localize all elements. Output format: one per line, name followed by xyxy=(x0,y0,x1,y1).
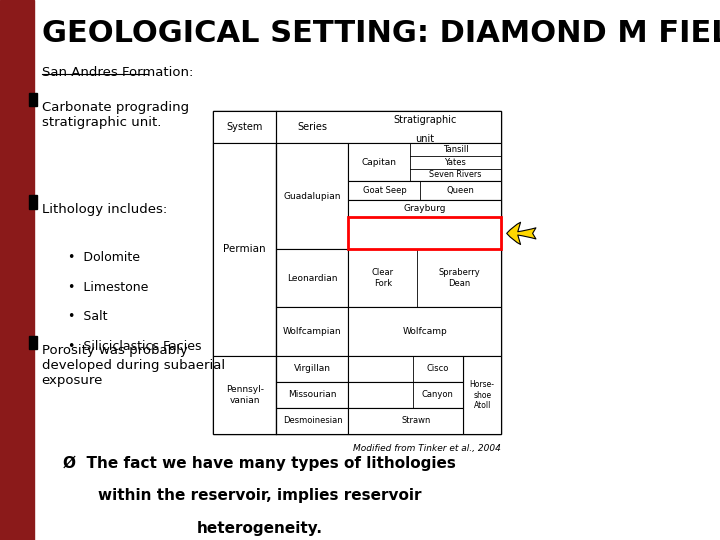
Text: Grayburg: Grayburg xyxy=(404,204,446,213)
Text: Yates: Yates xyxy=(444,158,467,167)
Text: Pennsyl-
vanian: Pennsyl- vanian xyxy=(225,386,264,404)
Text: System: System xyxy=(227,122,263,132)
Text: heterogeneity.: heterogeneity. xyxy=(197,521,323,536)
Bar xyxy=(463,356,501,434)
Bar xyxy=(213,143,276,356)
Text: Capitan: Capitan xyxy=(361,158,397,167)
Bar xyxy=(348,249,501,307)
Text: Canyon: Canyon xyxy=(422,390,454,399)
Bar xyxy=(348,200,501,218)
Text: Carbonate prograding
stratigraphic unit.: Carbonate prograding stratigraphic unit. xyxy=(42,101,189,129)
Text: Seven Rivers: Seven Rivers xyxy=(429,171,482,179)
Text: Guadalupian: Guadalupian xyxy=(284,192,341,201)
Text: unit: unit xyxy=(415,134,434,144)
Text: Wolfcampian: Wolfcampian xyxy=(283,327,342,336)
Bar xyxy=(348,181,501,200)
Bar xyxy=(348,307,501,356)
Text: Wolfcamp: Wolfcamp xyxy=(402,327,447,336)
Bar xyxy=(276,143,348,249)
Text: San Andres: San Andres xyxy=(397,228,453,238)
Bar xyxy=(348,408,463,434)
Text: •  Limestone: • Limestone xyxy=(68,281,148,294)
Text: Goat Seep: Goat Seep xyxy=(363,186,406,195)
Text: within the reservoir, implies reservoir: within the reservoir, implies reservoir xyxy=(98,488,421,503)
Text: Queen: Queen xyxy=(447,186,474,195)
Text: Strawn: Strawn xyxy=(402,416,431,426)
Bar xyxy=(276,382,348,408)
Text: Leonardian: Leonardian xyxy=(287,274,338,282)
Text: •  Salt: • Salt xyxy=(68,310,107,323)
Text: GEOLOGICAL SETTING: DIAMOND M FIELD: GEOLOGICAL SETTING: DIAMOND M FIELD xyxy=(42,19,720,48)
Text: Horse-
shoe
Atoll: Horse- shoe Atoll xyxy=(469,380,495,410)
Bar xyxy=(348,382,463,408)
Bar xyxy=(29,195,37,209)
Text: Virgillan: Virgillan xyxy=(294,364,331,373)
Text: Clear
Fork: Clear Fork xyxy=(372,268,394,288)
Bar xyxy=(29,335,37,349)
Text: Spraberry
Dean: Spraberry Dean xyxy=(438,268,480,288)
Text: Series: Series xyxy=(297,122,328,132)
Bar xyxy=(276,356,348,382)
Bar xyxy=(348,143,501,181)
Text: Ø  The fact we have many types of lithologies: Ø The fact we have many types of litholo… xyxy=(63,456,456,471)
Bar xyxy=(348,356,463,382)
Text: Missourian: Missourian xyxy=(288,390,337,399)
Text: Stratigraphic: Stratigraphic xyxy=(393,116,456,125)
Text: •  Siliciclastics Facies: • Siliciclastics Facies xyxy=(68,340,201,353)
Bar xyxy=(213,111,501,434)
Bar xyxy=(276,249,348,307)
Bar xyxy=(0,0,34,539)
Bar xyxy=(213,356,276,434)
Bar xyxy=(213,111,501,143)
Text: Porosity was probably
developed during subaerial
exposure: Porosity was probably developed during s… xyxy=(42,343,225,387)
Text: Tansill: Tansill xyxy=(443,145,468,154)
Bar xyxy=(348,218,501,249)
Bar xyxy=(276,307,348,356)
Text: Lithology includes:: Lithology includes: xyxy=(42,204,167,217)
Text: Modified from Tinker et al., 2004: Modified from Tinker et al., 2004 xyxy=(354,444,501,453)
Bar xyxy=(29,93,37,106)
Text: Cisco: Cisco xyxy=(427,364,449,373)
Text: Permian: Permian xyxy=(223,244,266,254)
Bar xyxy=(276,408,348,434)
Text: Desmoinesian: Desmoinesian xyxy=(283,416,342,426)
Text: San Andres Formation:: San Andres Formation: xyxy=(42,66,193,79)
Text: •  Dolomite: • Dolomite xyxy=(68,251,140,264)
